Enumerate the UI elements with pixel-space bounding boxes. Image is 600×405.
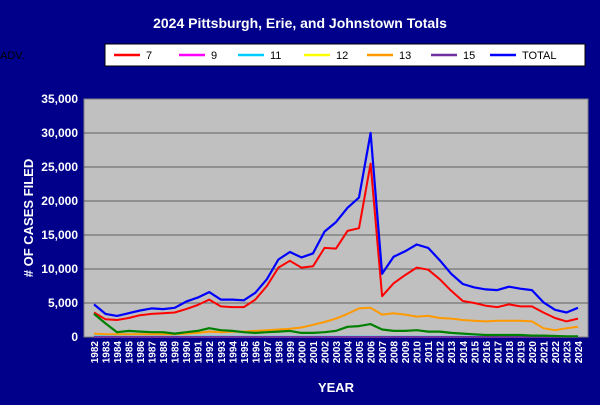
x-tick-label: 1989 — [171, 341, 182, 364]
x-tick-label: 1997 — [263, 341, 274, 364]
x-tick-label: 1995 — [240, 341, 251, 364]
x-tick-label: 1999 — [286, 341, 297, 364]
x-tick-label: 2017 — [493, 341, 504, 364]
x-tick-label: 2000 — [297, 341, 308, 364]
y-tick-label: 20,000 — [41, 194, 78, 208]
legend: 7 9 11 12 13 15 TOTAL ADV. — [0, 50, 556, 62]
x-tick-label: 1986 — [136, 341, 147, 364]
legend-label: 15 — [463, 50, 475, 62]
x-tick-label: 1982 — [90, 341, 101, 364]
x-tick-label: 1996 — [251, 341, 262, 364]
y-tick-label: 5,000 — [48, 296, 78, 310]
x-tick-label: 1991 — [194, 341, 205, 364]
x-tick-label: 2008 — [390, 341, 401, 364]
x-tick-label: 1998 — [274, 341, 285, 364]
x-tick-label: 1983 — [102, 341, 113, 364]
chart-title: 2024 Pittsburgh, Erie, and Johnstown Tot… — [153, 15, 447, 31]
x-tick-label: 2015 — [470, 341, 481, 364]
x-tick-label: 1984 — [113, 341, 124, 364]
x-tick-label: 2011 — [424, 341, 435, 363]
x-tick-label: 2018 — [505, 341, 516, 364]
x-axis-title: YEAR — [318, 380, 355, 395]
x-tick-label: 2012 — [436, 341, 447, 364]
x-tick-label: 1993 — [217, 341, 228, 364]
x-tick-label: 2003 — [332, 341, 343, 364]
x-tick-label: 1987 — [148, 341, 159, 364]
y-tick-label: 25,000 — [41, 160, 78, 174]
y-tick-label: 30,000 — [41, 126, 78, 140]
x-tick-label: 2006 — [367, 341, 378, 364]
x-tick-label: 1985 — [125, 341, 136, 364]
x-tick-label: 2020 — [528, 341, 539, 364]
x-tick-label: 2004 — [344, 341, 355, 364]
x-tick-label: 2019 — [516, 341, 527, 364]
x-tick-label: 1992 — [205, 341, 216, 364]
y-tick-label: 15,000 — [41, 228, 78, 242]
y-axis-tick-labels: 0 5,000 10,000 15,000 20,000 25,000 30,000 35,0… — [41, 92, 78, 344]
x-tick-label: 2014 — [459, 341, 470, 364]
x-tick-label: 1990 — [182, 341, 193, 364]
x-tick-label: 2022 — [551, 341, 562, 364]
legend-label: 11 — [270, 50, 281, 62]
legend-label: TOTAL — [522, 50, 556, 62]
y-axis-title: # OF CASES FILED — [21, 159, 36, 277]
x-tick-label: 2010 — [413, 341, 424, 364]
legend-label: 7 — [146, 50, 152, 62]
y-tick-label: 35,000 — [41, 92, 78, 106]
y-tick-label: 10,000 — [41, 262, 78, 276]
x-tick-label: 2013 — [447, 341, 458, 364]
x-tick-label: 2001 — [309, 341, 320, 364]
plot-area — [84, 99, 588, 337]
x-tick-label: 2016 — [482, 341, 493, 364]
legend-label: 9 — [211, 50, 217, 62]
x-tick-label: 1994 — [228, 341, 239, 364]
x-tick-label: 2005 — [355, 341, 366, 364]
legend-label: ADV. — [0, 50, 25, 62]
x-tick-label: 2021 — [539, 341, 550, 364]
x-tick-label: 2009 — [401, 341, 412, 364]
y-tick-label: 0 — [71, 330, 78, 344]
x-tick-label: 1988 — [159, 341, 170, 364]
x-tick-label: 2002 — [320, 341, 331, 364]
x-tick-label: 2007 — [378, 341, 389, 364]
x-tick-label: 2023 — [562, 341, 573, 364]
legend-label: 13 — [399, 50, 411, 62]
legend-label: 12 — [336, 50, 348, 62]
x-tick-label: 2024 — [574, 341, 585, 364]
